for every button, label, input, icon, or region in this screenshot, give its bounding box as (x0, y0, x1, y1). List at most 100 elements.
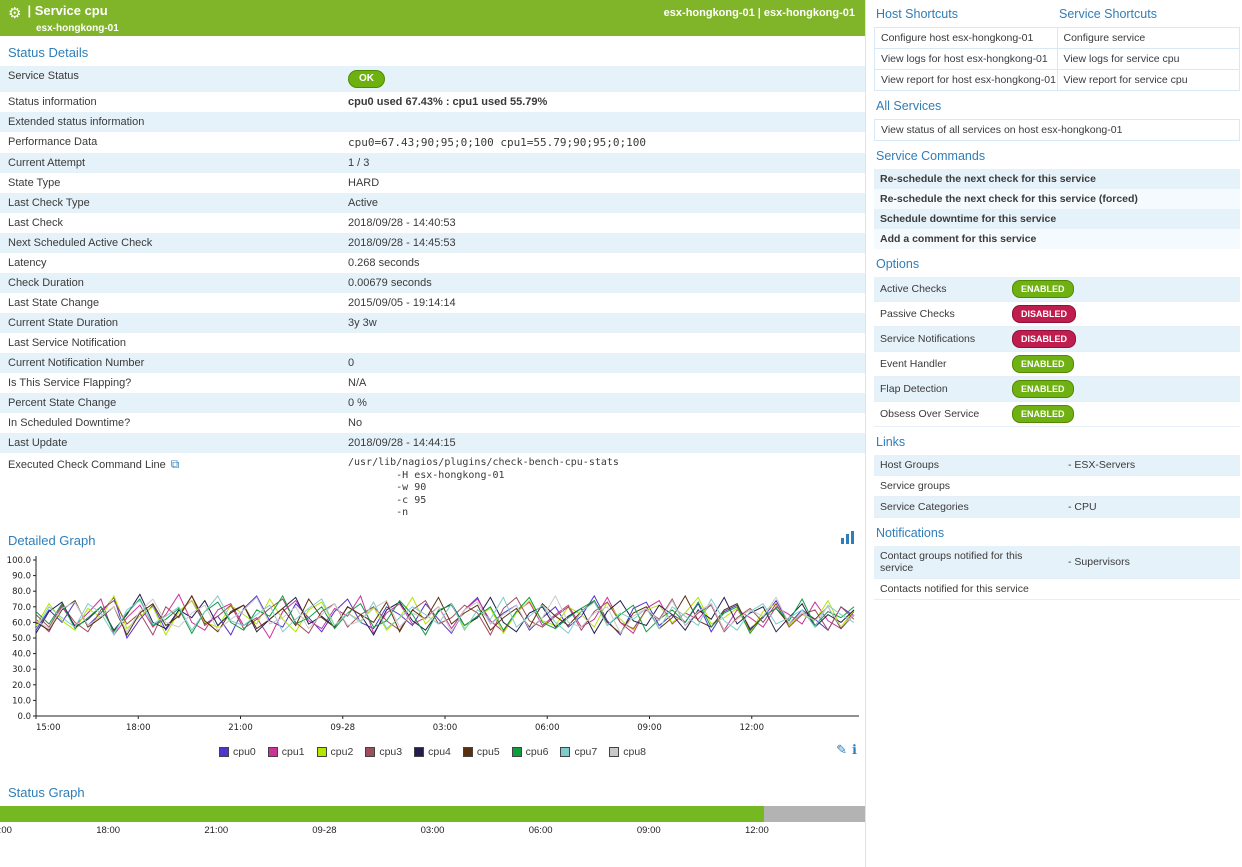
option-state-cell: ENABLED (1006, 352, 1240, 377)
shortcut-row: Configure host esx-hongkong-01Configure … (875, 28, 1240, 49)
link-value[interactable]: - CPU (1062, 497, 1240, 518)
link-value (1062, 476, 1240, 497)
status-row-label: Last Check (0, 213, 340, 233)
status-row-value: cpu0=67.43;90;95;0;100 cpu1=55.79;90;95;… (340, 132, 865, 153)
status-row-label: Current State Duration (0, 313, 340, 333)
option-row: Flap DetectionENABLED (874, 377, 1240, 402)
status-axis-label: 18:00 (96, 825, 120, 836)
service-shortcut-link[interactable]: View logs for service cpu (1057, 49, 1240, 70)
svg-text:70.0: 70.0 (12, 602, 31, 612)
all-services-heading: All Services (874, 91, 1240, 119)
links-heading: Links (874, 427, 1240, 455)
bar-chart-icon[interactable] (840, 531, 855, 544)
svg-text:0.0: 0.0 (17, 712, 31, 722)
status-row-value: 0 % (340, 393, 865, 413)
option-state-cell: ENABLED (1006, 402, 1240, 427)
option-label: Obsess Over Service (874, 402, 1006, 427)
status-row-value: 0.268 seconds (340, 253, 865, 273)
legend-swatch (560, 747, 570, 757)
legend-item: cpu4 (414, 746, 451, 758)
status-row: Last Check TypeActive (0, 193, 865, 213)
legend-swatch (268, 747, 278, 757)
svg-text:60.0: 60.0 (12, 618, 31, 628)
legend-item: cpu1 (268, 746, 305, 758)
status-row: In Scheduled Downtime?No (0, 413, 865, 433)
option-label: Service Notifications (874, 327, 1006, 352)
host-shortcut-link[interactable]: Configure host esx-hongkong-01 (875, 28, 1058, 49)
all-services-link[interactable]: View status of all services on host esx-… (875, 120, 1240, 141)
service-commands-heading: Service Commands (874, 141, 1240, 169)
service-command-link[interactable]: Schedule downtime for this service (874, 209, 1240, 229)
edit-graph-pencil-icon[interactable]: ✎ (836, 742, 847, 757)
legend-swatch (463, 747, 473, 757)
status-graph-heading: Status Graph (0, 776, 865, 802)
status-row: Latency0.268 seconds (0, 253, 865, 273)
host-shortcut-link[interactable]: View report for host esx-hongkong-01 (875, 70, 1058, 91)
service-detail-column: ⚙ | Service cpu esx-hongkong-01 esx-hongk… (0, 0, 866, 867)
status-row-label: Executed Check Command Line⧉ (0, 453, 340, 524)
legend-item: cpu2 (317, 746, 354, 758)
option-state-cell: DISABLED (1006, 302, 1240, 327)
legend-label: cpu2 (331, 746, 354, 758)
svg-text:21:00: 21:00 (228, 723, 253, 733)
status-row-value: /usr/lib/nagios/plugins/check-bench-cpu-… (340, 453, 865, 524)
option-label: Passive Checks (874, 302, 1006, 327)
service-shortcuts-heading: Service Shortcuts (1057, 0, 1240, 27)
status-row-value: 3y 3w (340, 313, 865, 333)
legend-label: cpu6 (526, 746, 549, 758)
svg-text:100.0: 100.0 (7, 556, 31, 566)
service-shortcut-link[interactable]: Configure service (1057, 28, 1240, 49)
status-row-value: N/A (340, 373, 865, 393)
legend-item: cpu7 (560, 746, 597, 758)
legend-item: cpu0 (219, 746, 256, 758)
host-shortcut-link[interactable]: View logs for host esx-hongkong-01 (875, 49, 1058, 70)
status-axis-label: 15:00 (0, 825, 12, 836)
detailed-graph-heading: Detailed Graph (0, 524, 103, 552)
status-axis-label: 12:00 (745, 825, 769, 836)
notification-value[interactable]: - Supervisors (1062, 546, 1240, 579)
status-row-value: No (340, 413, 865, 433)
service-commands-list: Re-schedule the next check for this serv… (874, 169, 1240, 249)
status-row-value: HARD (340, 173, 865, 193)
option-row: Service NotificationsDISABLED (874, 327, 1240, 352)
option-row: Passive ChecksDISABLED (874, 302, 1240, 327)
status-row-label: Performance Data (0, 132, 340, 153)
copy-command-icon[interactable]: ⧉ (171, 457, 180, 471)
status-row: Performance Datacpu0=67.43;90;95;0;100 c… (0, 132, 865, 153)
svg-text:15:00: 15:00 (36, 723, 61, 733)
link-value[interactable]: - ESX-Servers (1062, 455, 1240, 476)
legend-label: cpu4 (428, 746, 451, 758)
status-graph-bar[interactable] (0, 806, 865, 822)
service-host-subtitle: esx-hongkong-01 (36, 23, 857, 34)
legend-swatch (365, 747, 375, 757)
status-row: Last Service Notification (0, 333, 865, 353)
settings-gear-icon[interactable]: ⚙ (8, 4, 21, 22)
option-label: Event Handler (874, 352, 1006, 377)
option-row: Active Checks ENABLED (874, 277, 1240, 302)
check-command-text: /usr/lib/nagios/plugins/check-bench-cpu-… (348, 457, 857, 520)
service-command-link[interactable]: Add a comment for this service (874, 229, 1240, 249)
status-graph-axis-labels: 15:0018:0021:0009-2803:0006:0009:0012:00 (0, 825, 865, 839)
option-row: Event HandlerENABLED (874, 352, 1240, 377)
graph-info-icon[interactable]: ℹ (852, 742, 857, 757)
shortcut-row: View report for host esx-hongkong-01View… (875, 70, 1240, 91)
legend-item: cpu5 (463, 746, 500, 758)
status-row-value: 2018/09/28 - 14:45:53 (340, 233, 865, 253)
host-shortcuts-heading: Host Shortcuts (874, 0, 1057, 27)
option-state-badge: ENABLED (1012, 280, 1074, 298)
all-services-table: View status of all services on host esx-… (874, 119, 1240, 141)
legend-label: cpu0 (233, 746, 256, 758)
graph-actions: ✎ℹ (831, 742, 857, 758)
link-label-row: Host Groups- ESX-Servers (874, 455, 1240, 476)
status-row-label: Last Update (0, 433, 340, 453)
service-title: | Service cpu (27, 3, 107, 18)
svg-text:10.0: 10.0 (12, 696, 31, 706)
option-label: Active Checks (874, 277, 1006, 302)
service-shortcut-link[interactable]: View report for service cpu (1057, 70, 1240, 91)
status-graph-section: Status Graph 15:0018:0021:0009-2803:0006… (0, 776, 865, 839)
status-information-text: cpu0 used 67.43% : cpu1 used 55.79% (348, 96, 547, 108)
service-command-link[interactable]: Re-schedule the next check for this serv… (874, 169, 1240, 189)
service-command-link[interactable]: Re-schedule the next check for this serv… (874, 189, 1240, 209)
detailed-graph-legend: cpu0cpu1cpu2cpu3cpu4cpu5cpu6cpu7cpu8 (0, 742, 865, 762)
header-host-breadcrumb[interactable]: esx-hongkong-01 | esx-hongkong-01 (664, 7, 855, 19)
